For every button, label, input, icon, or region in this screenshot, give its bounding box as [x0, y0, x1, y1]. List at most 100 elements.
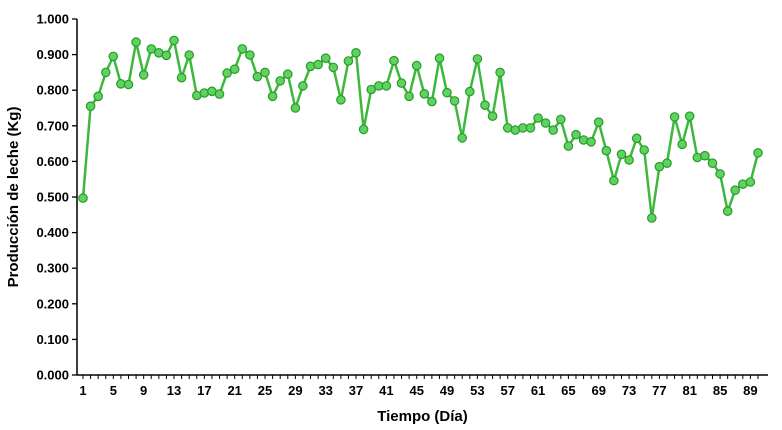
data-point [146, 44, 157, 54]
data-point [745, 177, 756, 187]
y-tick-label: 0.100 [36, 332, 69, 347]
data-point [260, 67, 270, 78]
data-point [93, 91, 103, 102]
data-point [184, 50, 194, 60]
x-tick-label: 21 [227, 383, 241, 398]
data-point [472, 54, 483, 64]
data-point [366, 84, 376, 95]
data-point [457, 133, 467, 143]
data-point [677, 139, 687, 150]
data-point [480, 100, 490, 110]
data-point [601, 145, 612, 156]
x-tick-label: 33 [318, 383, 332, 398]
data-point [616, 149, 627, 160]
x-tick-label: 57 [500, 383, 514, 398]
series-layer [78, 35, 763, 223]
x-tick-label: 25 [258, 383, 272, 398]
data-point [138, 70, 149, 80]
data-point [252, 71, 263, 82]
data-point [404, 91, 414, 102]
data-point [282, 69, 293, 79]
data-point [555, 114, 566, 125]
data-point [169, 35, 179, 46]
x-tick-label: 13 [167, 383, 181, 398]
data-point [290, 103, 301, 113]
data-point [214, 89, 225, 99]
data-point [669, 112, 680, 122]
data-point [449, 96, 460, 106]
data-point [593, 117, 604, 127]
x-tick-label: 61 [531, 383, 545, 398]
x-tick-label: 89 [743, 383, 757, 398]
data-point [609, 175, 619, 186]
data-point [427, 96, 437, 107]
x-tick-label: 65 [561, 383, 575, 398]
data-point [753, 148, 763, 158]
data-point [700, 150, 710, 161]
data-point [199, 88, 210, 98]
data-point [275, 76, 285, 86]
data-point [639, 145, 649, 155]
data-point [101, 67, 111, 78]
data-point [495, 67, 505, 78]
x-tick-label: 45 [409, 383, 423, 398]
y-tick-label: 0.400 [36, 225, 69, 240]
data-point [442, 87, 452, 98]
x-tick-label: 81 [683, 383, 697, 398]
x-tick-label: 85 [713, 383, 727, 398]
data-point [487, 111, 498, 121]
data-point [722, 206, 733, 216]
data-point [396, 78, 407, 88]
data-point [298, 81, 308, 91]
y-tick-label: 0.900 [36, 47, 69, 62]
data-point [548, 125, 558, 135]
data-point [229, 64, 240, 74]
data-point [108, 51, 119, 62]
data-point [419, 89, 430, 99]
data-point [571, 129, 581, 140]
data-point [123, 79, 134, 90]
data-point [563, 141, 574, 151]
y-tick-label: 0.500 [36, 190, 69, 205]
y-tick-label: 1.000 [36, 12, 69, 27]
y-tick-label: 0.300 [36, 261, 69, 276]
x-tick-label: 69 [591, 383, 605, 398]
data-point [662, 158, 672, 168]
x-tick-label: 9 [140, 383, 147, 398]
data-point [358, 124, 369, 135]
data-point [267, 91, 278, 102]
data-point [411, 60, 422, 71]
data-point [328, 62, 339, 73]
data-point [320, 53, 331, 63]
x-tick-label: 53 [470, 383, 484, 398]
data-point [161, 50, 172, 61]
data-point [336, 95, 346, 105]
data-point [85, 101, 96, 111]
y-tick-label: 0.600 [36, 154, 69, 169]
x-axis-title: Tiempo (Día) [377, 408, 468, 425]
x-tick-label: 17 [197, 383, 211, 398]
y-axis: 0.000 0.100 0.200 0.300 0.400 0.500 0.600 0.700… [36, 12, 78, 383]
data-point [586, 137, 596, 147]
data-point [222, 68, 232, 78]
data-point [434, 53, 445, 63]
data-point [305, 61, 316, 72]
data-point [624, 155, 634, 165]
data-point [631, 133, 642, 144]
data-point [730, 185, 740, 195]
y-tick-label: 0.800 [36, 83, 69, 98]
x-tick-label: 29 [288, 383, 302, 398]
series-line [81, 39, 760, 220]
data-point [525, 123, 536, 133]
x-tick-label: 37 [349, 383, 363, 398]
data-point [389, 55, 399, 66]
data-point [533, 113, 543, 123]
data-point [646, 213, 657, 223]
x-tick-label: 73 [622, 383, 636, 398]
data-point [351, 47, 361, 58]
data-point [715, 169, 725, 179]
y-tick-label: 0.200 [36, 296, 69, 311]
y-tick-label: 0.000 [36, 368, 69, 383]
data-point [684, 111, 695, 121]
